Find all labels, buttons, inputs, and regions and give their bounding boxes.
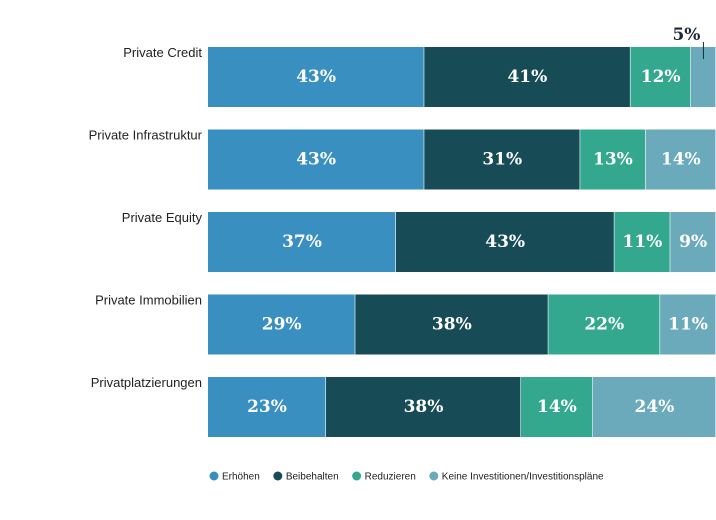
value-label: 9% <box>679 232 707 252</box>
bar-segment <box>424 47 630 107</box>
bar-segment <box>592 377 716 437</box>
legend-label: Reduzieren <box>365 472 416 483</box>
bar-segment <box>208 129 424 190</box>
bar-segment <box>580 129 645 190</box>
bar-segment <box>208 294 355 355</box>
value-label: 37% <box>282 232 322 252</box>
value-label: 13% <box>593 150 633 170</box>
value-labels: 43% 41% 12% 5% 43% 31% 13% 14% 37% 43% 11% 9% 29% 38%… <box>247 25 708 417</box>
value-label: 43% <box>296 67 336 87</box>
value-label: 24% <box>635 397 675 417</box>
value-label: 41% <box>507 67 547 87</box>
bar-segment <box>548 294 660 355</box>
value-label: 5% <box>672 25 700 45</box>
bar-segment <box>521 377 593 437</box>
category-label: Privatplatzierungen <box>91 375 202 390</box>
value-label: 38% <box>404 397 444 417</box>
bar-segment <box>670 212 716 272</box>
value-label: 38% <box>432 315 472 335</box>
legend-swatch <box>352 471 362 481</box>
bar-segment <box>208 212 396 272</box>
value-label: 43% <box>485 232 525 252</box>
value-label: 12% <box>641 67 681 87</box>
bar-segment <box>208 47 424 107</box>
bar-segment <box>395 212 614 272</box>
bar-segment <box>326 377 521 437</box>
bar-segment <box>630 47 691 107</box>
legend-swatch <box>273 471 283 481</box>
bar-segment <box>645 129 716 190</box>
bar-segment <box>208 377 326 437</box>
legend-swatch <box>429 471 439 481</box>
bar-segment <box>355 294 548 355</box>
legend-label: Beibehalten <box>286 472 339 483</box>
value-label: 22% <box>584 315 624 335</box>
legend-swatch <box>209 471 219 481</box>
value-label: 14% <box>661 150 701 170</box>
bars-group <box>208 47 716 437</box>
bar-segment <box>614 212 670 272</box>
category-labels: Private Credit Private Infrastruktur Priva… <box>89 45 203 390</box>
category-label: Private Immobilien <box>95 293 202 308</box>
bar-segment <box>424 129 580 190</box>
value-label: 14% <box>537 397 577 417</box>
value-label: 29% <box>262 315 302 335</box>
value-label: 11% <box>668 315 708 335</box>
category-label: Private Infrastruktur <box>89 128 203 143</box>
value-label: 31% <box>482 150 522 170</box>
legend-label: Keine Investitionen/Investitionspläne <box>442 472 604 483</box>
legend-label: Erhöhen <box>222 472 260 483</box>
value-label: 11% <box>622 232 662 252</box>
value-label: 23% <box>247 397 287 417</box>
category-label: Private Credit <box>123 45 202 60</box>
legend: Erhöhen Beibehalten Reduzieren Keine Invest… <box>209 471 604 483</box>
bar-segment <box>660 294 716 355</box>
category-label: Private Equity <box>122 210 203 225</box>
value-label: 43% <box>296 150 336 170</box>
